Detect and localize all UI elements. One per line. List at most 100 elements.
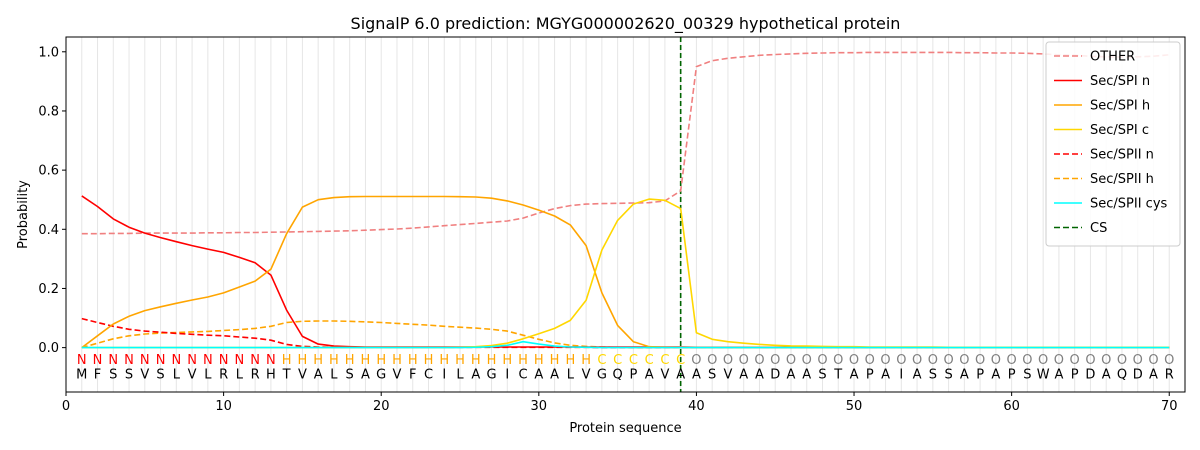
region-label: O xyxy=(896,353,906,368)
residue-label: A xyxy=(1149,368,1158,383)
region-label: C xyxy=(597,353,606,368)
region-label: O xyxy=(1117,353,1127,368)
residue-label: A xyxy=(913,368,922,383)
region-label: C xyxy=(645,353,654,368)
region-label: N xyxy=(219,353,229,368)
residue-label: A xyxy=(739,368,748,383)
residue-label: H xyxy=(266,368,276,383)
residue-label: S xyxy=(929,368,937,383)
region-label: O xyxy=(1148,353,1158,368)
region-label: O xyxy=(865,353,875,368)
region-label: N xyxy=(234,353,244,368)
residue-label: F xyxy=(94,368,101,383)
residue-label: T xyxy=(282,368,291,383)
region-label: H xyxy=(534,353,544,368)
residue-label: R xyxy=(219,368,228,383)
region-label: H xyxy=(392,353,402,368)
residue-label: S xyxy=(818,368,826,383)
y-axis-label: Probability xyxy=(16,180,31,249)
residue-label: F xyxy=(409,368,416,383)
residue-label: A xyxy=(1102,368,1111,383)
region-label: H xyxy=(424,353,434,368)
region-label: H xyxy=(282,353,292,368)
residue-label: M xyxy=(76,368,87,383)
residue-label: A xyxy=(550,368,559,383)
residue-label: G xyxy=(376,368,386,383)
residue-label: A xyxy=(787,368,796,383)
region-label: H xyxy=(471,353,481,368)
region-label: H xyxy=(408,353,418,368)
series-line-sec-spii-cys xyxy=(81,340,1170,349)
legend-label: Sec/SPII cys xyxy=(1090,197,1168,212)
region-label: H xyxy=(313,353,323,368)
region-label: N xyxy=(250,353,260,368)
region-label: C xyxy=(613,353,622,368)
residue-label: L xyxy=(204,368,212,383)
x-tick-label: 60 xyxy=(1003,399,1020,414)
residue-label: A xyxy=(755,368,764,383)
region-label: C xyxy=(676,353,685,368)
region-label: O xyxy=(959,353,969,368)
region-label: H xyxy=(550,353,560,368)
legend-label: Sec/SPII h xyxy=(1090,172,1154,187)
y-tick-label: 0.4 xyxy=(38,223,59,238)
residue-label: A xyxy=(881,368,890,383)
residue-label: V xyxy=(660,368,669,383)
residue-label: A xyxy=(692,368,701,383)
residue-label: Q xyxy=(613,368,623,383)
y-tick-label: 0.2 xyxy=(38,282,59,297)
residue-label: A xyxy=(471,368,480,383)
region-label: O xyxy=(943,353,953,368)
region-label: N xyxy=(203,353,213,368)
region-label: O xyxy=(707,353,717,368)
region-label: H xyxy=(455,353,465,368)
region-label: O xyxy=(770,353,780,368)
residue-label: P xyxy=(976,368,984,383)
series-layer xyxy=(81,51,1170,349)
region-label: O xyxy=(975,353,985,368)
residue-label: G xyxy=(597,368,607,383)
residue-label: L xyxy=(456,368,464,383)
plot-frame xyxy=(65,36,1186,393)
region-label: C xyxy=(629,353,638,368)
region-label: O xyxy=(1164,353,1174,368)
residue-label: S xyxy=(109,368,117,383)
legend-box xyxy=(1045,41,1181,247)
region-label: H xyxy=(518,353,528,368)
region-label: N xyxy=(93,353,103,368)
residue-label: P xyxy=(1008,368,1016,383)
residue-label: V xyxy=(140,368,149,383)
residue-label: A xyxy=(802,368,811,383)
series-line-other xyxy=(81,51,1170,235)
residue-label: I xyxy=(899,368,903,383)
legend-label: CS xyxy=(1090,221,1107,236)
residue-label: R xyxy=(251,368,260,383)
residue-label: V xyxy=(298,368,307,383)
legend: OTHER Sec/SPI n Sec/SPI h Sec/SPI c Sec/SPII… xyxy=(1045,41,1181,247)
region-label: N xyxy=(124,353,134,368)
x-tick-label: 50 xyxy=(846,399,863,414)
residue-label: P xyxy=(629,368,637,383)
residue-label: L xyxy=(330,368,338,383)
region-label: H xyxy=(329,353,339,368)
region-label: H xyxy=(345,353,355,368)
region-label: O xyxy=(786,353,796,368)
x-tick-label: 0 xyxy=(62,399,70,414)
residue-label: A xyxy=(991,368,1000,383)
x-tick-label: 10 xyxy=(215,399,232,414)
region-label: H xyxy=(565,353,575,368)
residue-label: S xyxy=(346,368,354,383)
residue-label: S xyxy=(156,368,164,383)
region-label: H xyxy=(581,353,591,368)
residue-label: T xyxy=(833,368,842,383)
residue-label: L xyxy=(567,368,575,383)
residue-label: C xyxy=(424,368,433,383)
residue-label: I xyxy=(442,368,446,383)
region-label: O xyxy=(1085,353,1095,368)
axes-layer: 0 10 20 30 40 50 60 70 0.0 0.2 0.4 0.6 0.8 1.0 xyxy=(38,45,1177,414)
residue-label: S xyxy=(944,368,952,383)
region-label: O xyxy=(1038,353,1048,368)
